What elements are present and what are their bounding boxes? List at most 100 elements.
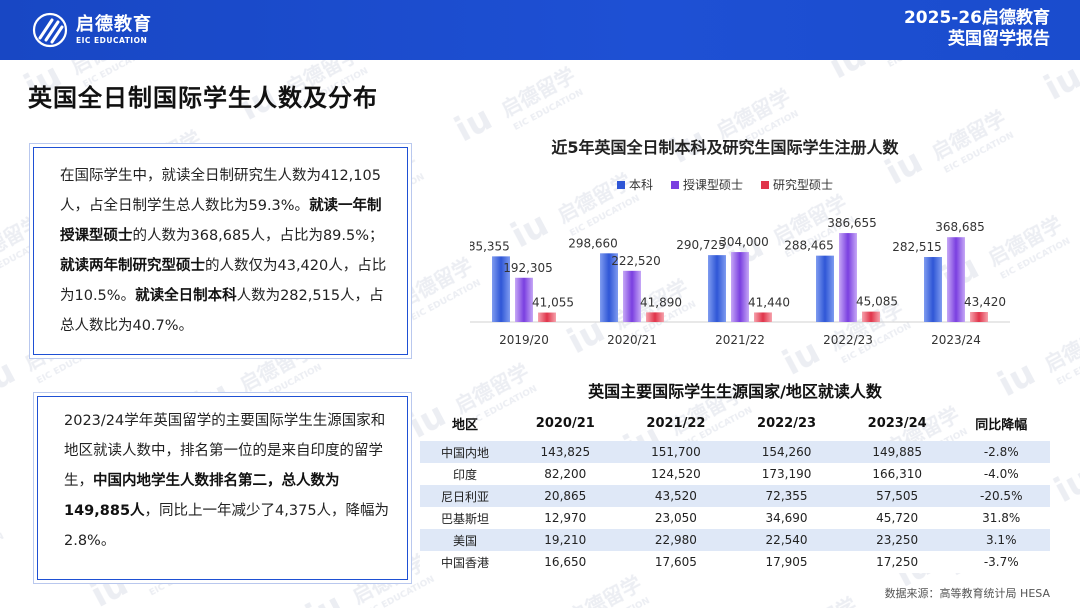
tb1-bold-2: 就读两年制研究型硕士 bbox=[60, 258, 205, 274]
data-label-research-master-0: 41,055 bbox=[532, 296, 574, 310]
table-cell: 22,540 bbox=[765, 533, 808, 547]
tb1-text-3: 的人数仅为43,420人，占比为10.5%。 bbox=[60, 258, 387, 304]
bar-undergrad-2 bbox=[708, 255, 726, 322]
bar-undergrad-0 bbox=[492, 256, 510, 322]
x-tick-label-2: 2021/22 bbox=[715, 333, 765, 347]
table-cell: 43,520 bbox=[654, 489, 697, 503]
table-cell: -20.5% bbox=[980, 489, 1023, 503]
table-title: 英国主要国际学生生源国家/地区就读人数 bbox=[588, 382, 882, 401]
bar-chart: 285,355 192,305 41,055 2019/20 298,660 222,52… bbox=[470, 216, 1010, 347]
data-label-taught-master-4: 368,685 bbox=[935, 220, 985, 234]
table-cell: 17,605 bbox=[654, 555, 697, 569]
bar-taught-master-2 bbox=[731, 252, 749, 322]
table-header-region: 地区 bbox=[451, 417, 478, 433]
table-cell: 72,355 bbox=[765, 489, 808, 503]
x-tick-label-1: 2020/21 bbox=[607, 333, 657, 347]
tb1-bold-3: 就读全日制本科 bbox=[135, 288, 237, 304]
table-header-yoy: 同比降幅 bbox=[975, 417, 1028, 433]
table-cell: 19,210 bbox=[544, 533, 587, 547]
legend-swatch-research-master bbox=[761, 180, 769, 189]
data-label-taught-master-1: 222,520 bbox=[611, 254, 661, 268]
table-cell: 23,250 bbox=[876, 533, 919, 547]
tb1-text-2: 的人数为368,685人，占比为89.5%； bbox=[132, 228, 384, 244]
tb1-bold-1: 就读一年制授课型硕士 bbox=[60, 198, 382, 244]
legend-item-undergrad: 本科 bbox=[616, 176, 653, 193]
tb1-text-4: 人数为282,515人，占总人数比为40.7%。 bbox=[60, 288, 384, 334]
legend-label-research-master: 研究型硕士 bbox=[773, 178, 834, 192]
eic-logo: 启德教育 EIC EDUCATION bbox=[30, 12, 152, 48]
table-cell: 31.8% bbox=[982, 511, 1021, 525]
bar-taught-master-3 bbox=[839, 233, 857, 322]
page-title: 英国全日制国际学生人数及分布 bbox=[28, 84, 378, 112]
data-label-taught-master-3: 386,655 bbox=[827, 216, 877, 230]
table-row: 美国 19,210 22,980 22,540 23,250 3.1% bbox=[420, 529, 1050, 551]
bar-research-master-2 bbox=[754, 312, 772, 322]
logo-cn: 启德教育 bbox=[76, 13, 152, 35]
summary-textbox-2: 2023/24学年英国留学的主要国际学生生源国家和地区就读人数中，排名第一位的是… bbox=[37, 396, 408, 580]
table-cell: 124,520 bbox=[651, 467, 701, 481]
data-label-undergrad-0: 285,355 bbox=[470, 239, 510, 253]
table-cell: 中国香港 bbox=[440, 555, 489, 570]
table-cell: 149,885 bbox=[872, 445, 922, 459]
table-cell: 82,200 bbox=[544, 467, 587, 481]
bar-research-master-3 bbox=[862, 311, 880, 322]
bar-research-master-4 bbox=[970, 312, 988, 322]
table-row: 中国香港 16,650 17,605 17,905 17,250 -3.7% bbox=[420, 551, 1050, 573]
table-cell: -2.8% bbox=[983, 445, 1019, 459]
bar-undergrad-1 bbox=[600, 253, 618, 322]
data-label-research-master-3: 45,085 bbox=[856, 295, 898, 309]
table-cell: 17,905 bbox=[765, 555, 808, 569]
table-cell: 3.1% bbox=[985, 533, 1017, 547]
x-tick-label-3: 2022/23 bbox=[823, 333, 873, 347]
table-cell: 173,190 bbox=[761, 467, 812, 481]
source-country-table: 地区 2020/21 2021/22 2022/23 2023/24 同比降幅 … bbox=[420, 405, 1050, 573]
chart-legend: 本科 授课型硕士 研究型硕士 bbox=[420, 176, 1030, 193]
tb2-text-1: 2023/24学年英国留学的主要国际学生生源国家和地区就读人数中，排名第一位的是… bbox=[64, 413, 386, 489]
table-header-2021-22: 2021/22 bbox=[646, 415, 706, 431]
table-cell: 22,980 bbox=[654, 533, 697, 547]
legend-item-research-master: 研究型硕士 bbox=[761, 176, 833, 193]
data-label-undergrad-3: 288,465 bbox=[784, 239, 834, 253]
table-cell: -3.7% bbox=[983, 555, 1019, 569]
bar-undergrad-4 bbox=[924, 257, 942, 322]
chart-title: 近5年英国全日制本科及研究生国际学生注册人数 bbox=[551, 138, 899, 157]
table-cell: 巴基斯坦 bbox=[440, 511, 489, 526]
table-cell: 20,865 bbox=[544, 489, 587, 503]
bar-research-master-0 bbox=[538, 312, 556, 322]
legend-item-taught-master: 授课型硕士 bbox=[670, 176, 743, 193]
table-header-2023-24: 2023/24 bbox=[867, 415, 927, 431]
summary-textbox-1: 在国际学生中，就读全日制研究生人数为412,105人，占全日制学生总人数比为59… bbox=[33, 147, 408, 355]
report-title-line2: 英国留学报告 bbox=[948, 29, 1050, 49]
table-cell: 16,650 bbox=[544, 555, 587, 569]
table-cell: 143,825 bbox=[540, 445, 591, 459]
table-cell: 印度 bbox=[452, 467, 477, 482]
table-cell: 23,050 bbox=[654, 511, 697, 525]
eic-logo-icon bbox=[32, 12, 68, 48]
header-bar: 启德教育 EIC EDUCATION 2025-26启德教育 英国留学报告 bbox=[0, 0, 1080, 60]
table-cell: 57,505 bbox=[876, 489, 919, 503]
table-header-2020-21: 2020/21 bbox=[535, 415, 595, 431]
table-cell: 151,700 bbox=[651, 445, 701, 459]
table-cell: 166,310 bbox=[872, 467, 922, 481]
tb1-text-1: 在国际学生中，就读全日制研究生人数为412,105人，占全日制学生总人数比为59… bbox=[60, 168, 381, 214]
table-cell: 尼日利亚 bbox=[440, 489, 489, 504]
tb2-bold-1: 中国内地学生人数排名第二，总人数为149,885人 bbox=[64, 473, 340, 519]
table-cell: -4.0% bbox=[983, 467, 1019, 481]
data-label-research-master-1: 41,890 bbox=[640, 295, 682, 309]
table-row: 中国内地 143,825 151,700 154,260 149,885 -2.… bbox=[420, 441, 1050, 463]
data-label-taught-master-2: 304,000 bbox=[719, 235, 769, 249]
table-row: 巴基斯坦 12,970 23,050 34,690 45,720 31.8% bbox=[420, 507, 1050, 529]
table-cell: 12,970 bbox=[544, 511, 587, 525]
bar-taught-master-1 bbox=[623, 270, 641, 322]
bar-taught-master-4 bbox=[947, 237, 965, 322]
logo-en: EIC EDUCATION bbox=[76, 35, 148, 45]
x-tick-label-0: 2019/20 bbox=[499, 333, 549, 347]
data-label-undergrad-2: 290,725 bbox=[676, 238, 726, 252]
data-label-research-master-4: 43,420 bbox=[964, 295, 1006, 309]
data-label-taught-master-0: 192,305 bbox=[503, 261, 553, 275]
data-source-note: 数据来源：高等教育统计局 HESA bbox=[884, 587, 1050, 600]
data-label-undergrad-1: 298,660 bbox=[568, 236, 618, 250]
legend-label-taught-master: 授课型硕士 bbox=[682, 178, 743, 192]
bar-research-master-1 bbox=[646, 312, 664, 322]
data-label-research-master-2: 41,440 bbox=[748, 295, 790, 309]
